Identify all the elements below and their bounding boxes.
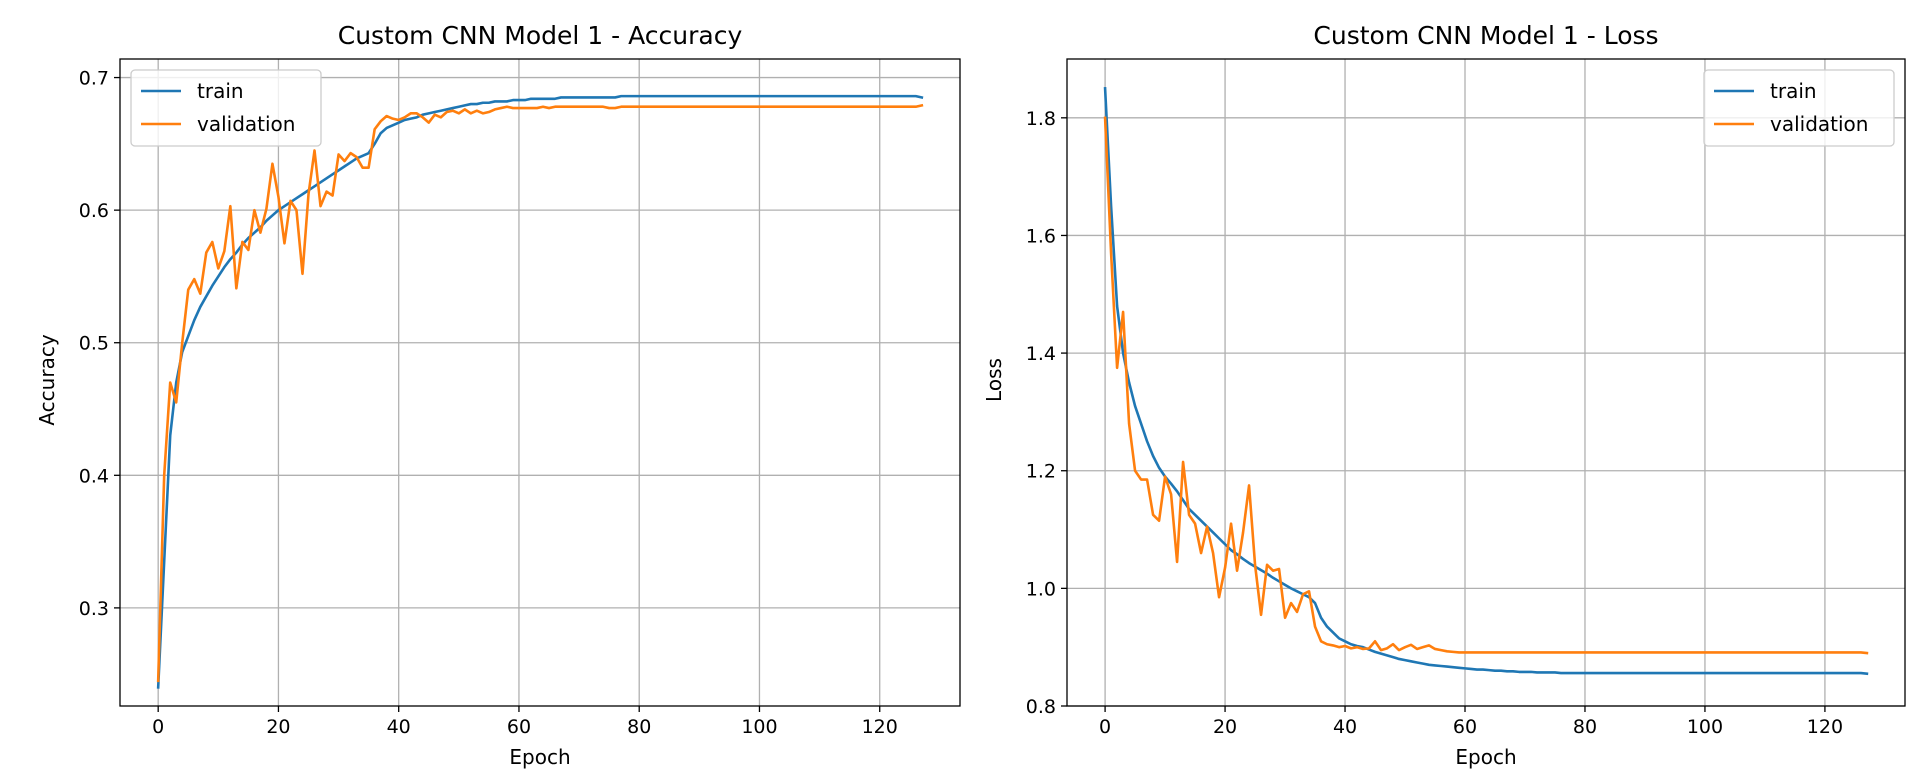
accuracy-grid: [120, 59, 960, 706]
loss-xtick-label: 40: [1333, 716, 1357, 738]
loss-series-line-validation: [1103, 116, 1869, 655]
accuracy-legend-label-validation: validation: [197, 112, 295, 136]
accuracy-chart: Custom CNN Model 1 - Accuracy Epoch Accu…: [35, 21, 961, 769]
loss-xtick-label: 60: [1453, 716, 1477, 738]
loss-series: [1103, 87, 1869, 676]
accuracy-series-line-train: [156, 94, 924, 689]
accuracy-legend-box: [130, 69, 322, 147]
loss-xtick-label: 20: [1213, 716, 1237, 738]
loss-axes-frame: [1066, 58, 1906, 707]
loss-chart-ylabel: Loss: [982, 358, 1006, 402]
accuracy-xtick-label: 100: [741, 716, 777, 738]
loss-ytick-label: 1.8: [1026, 108, 1056, 130]
accuracy-chart-xlabel: Epoch: [509, 745, 570, 769]
accuracy-axes-frame: [119, 58, 961, 707]
accuracy-series-line-validation: [156, 103, 924, 683]
accuracy-legend: train validation: [130, 69, 322, 147]
loss-ytick-label: 1.0: [1026, 578, 1056, 600]
accuracy-ytick-label: 0.7: [79, 68, 109, 90]
loss-ticks: 0 20 40 60 80 100 120 0.8 1.0 1.2 1.4 1.6 1.8: [1026, 108, 1843, 738]
accuracy-xtick-label: 0: [152, 716, 164, 738]
loss-ytick-label: 0.8: [1026, 696, 1056, 718]
accuracy-xtick-label: 20: [266, 716, 290, 738]
loss-xtick-label: 0: [1099, 716, 1111, 738]
accuracy-xtick-label: 80: [627, 716, 651, 738]
loss-legend-label-train: train: [1770, 79, 1817, 103]
accuracy-xtick-label: 120: [862, 716, 898, 738]
accuracy-series: [156, 94, 924, 689]
accuracy-xtick-label: 60: [507, 716, 531, 738]
accuracy-ytick-label: 0.5: [79, 333, 109, 355]
accuracy-ytick-label: 0.6: [79, 200, 109, 222]
accuracy-legend-label-train: train: [197, 79, 244, 103]
loss-ytick-label: 1.4: [1026, 343, 1056, 365]
accuracy-chart-title: Custom CNN Model 1 - Accuracy: [338, 21, 743, 50]
loss-legend-label-validation: validation: [1770, 112, 1868, 136]
accuracy-ticks: 0 20 40 60 80 100 120 0.3 0.4 0.5 0.6 0.7: [79, 68, 898, 738]
accuracy-xtick-label: 40: [387, 716, 411, 738]
accuracy-ytick-label: 0.4: [79, 465, 109, 487]
loss-chart-xlabel: Epoch: [1455, 745, 1516, 769]
loss-chart: Custom CNN Model 1 - Loss Epoch Loss 0 20…: [982, 21, 1906, 769]
loss-xtick-label: 120: [1807, 716, 1843, 738]
loss-xtick-label: 100: [1687, 716, 1723, 738]
loss-legend-box: [1703, 69, 1895, 147]
loss-legend: train validation: [1703, 69, 1895, 147]
accuracy-ytick-label: 0.3: [79, 598, 109, 620]
loss-ytick-label: 1.6: [1026, 225, 1056, 247]
loss-xtick-label: 80: [1573, 716, 1597, 738]
loss-ytick-label: 1.2: [1026, 461, 1056, 483]
loss-chart-title: Custom CNN Model 1 - Loss: [1313, 21, 1658, 50]
accuracy-chart-ylabel: Accuracy: [35, 334, 59, 425]
loss-series-line-train: [1103, 87, 1869, 676]
